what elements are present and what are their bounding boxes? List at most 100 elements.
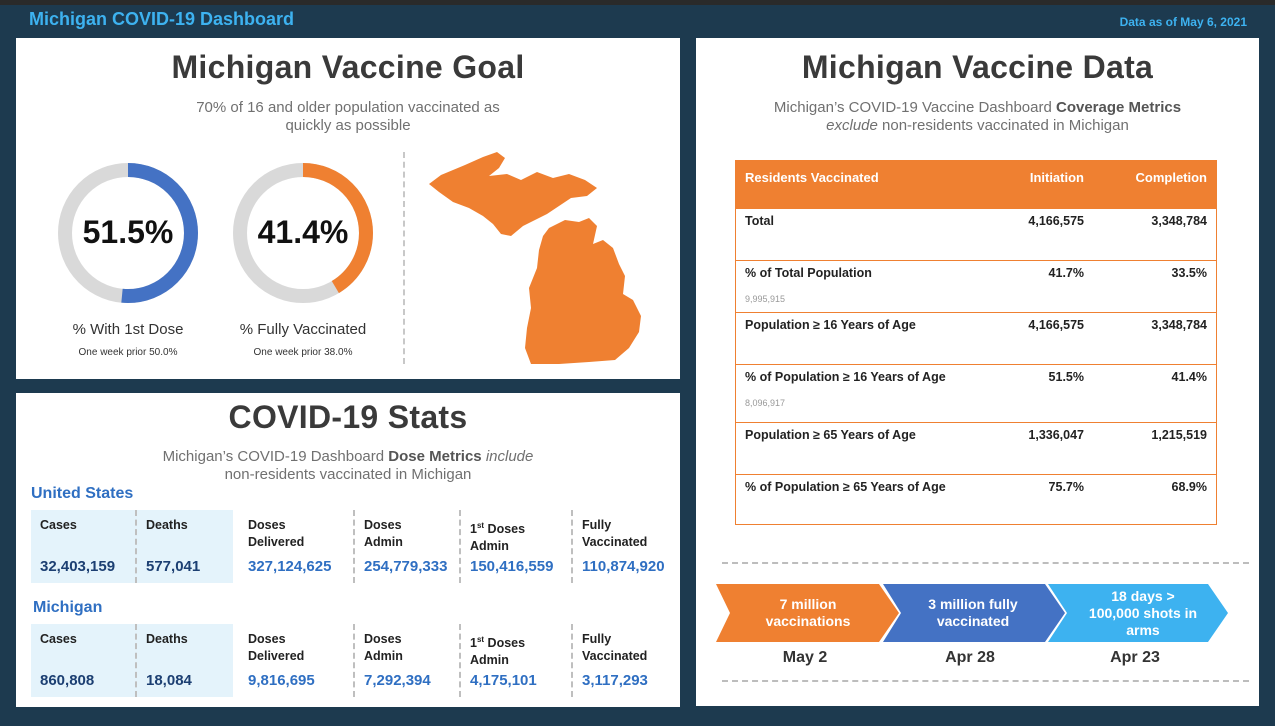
stat-value: 32,403,159 bbox=[40, 558, 116, 575]
us-doses-delivered-cell: Doses Delivered 327,124,625 bbox=[239, 510, 353, 583]
mi-fully-vaccinated-cell: Fully Vaccinated 3,117,293 bbox=[571, 624, 665, 697]
app-title: Michigan COVID-19 Dashboard bbox=[29, 9, 295, 29]
milestone-text: 7 million vaccinations bbox=[765, 596, 851, 629]
vdata-subtitle-post: non-residents vaccinated in Michigan bbox=[877, 117, 1129, 134]
vaccine-goal-panel: Michigan Vaccine Goal 70% of 16 and olde… bbox=[16, 38, 680, 379]
milestone-arrows bbox=[716, 584, 1228, 642]
ring-progress bbox=[58, 163, 198, 303]
vdata-subtitle: Michigan’s COVID-19 Vaccine Dashboard Co… bbox=[696, 99, 1259, 135]
data-date: Data as of May 6, 2021 bbox=[1119, 15, 1247, 29]
stat-label: Doses Delivered bbox=[248, 632, 305, 663]
milestone-text: 3 million fully vaccinated bbox=[928, 596, 1018, 629]
fully-vaccinated-value: 41.4% bbox=[257, 214, 349, 250]
milestone-text: 18 days >100,000 shots in arms bbox=[1088, 587, 1198, 638]
row-label: % of Population ≥ 65 Years of Age bbox=[745, 480, 946, 494]
col-header-completion: Completion bbox=[1135, 170, 1208, 185]
stat-label: Doses Delivered bbox=[248, 518, 305, 549]
stats-subtitle-line2: non-residents vaccinated in Michigan bbox=[224, 466, 472, 483]
col-header-initiation: Initiation bbox=[1029, 170, 1084, 185]
goal-divider bbox=[403, 152, 405, 364]
first-dose-note: One week prior 50.0% bbox=[78, 347, 178, 358]
table-row: Population ≥ 16 Years of Age 4,166,575 3… bbox=[736, 312, 1216, 364]
stat-label: Doses Admin bbox=[364, 632, 403, 663]
vdata-title: Michigan Vaccine Data bbox=[801, 49, 1154, 85]
row-completion: 33.5% bbox=[1171, 266, 1207, 280]
stats-title: COVID-19 Stats bbox=[228, 399, 468, 435]
stat-label: Doses Admin bbox=[364, 518, 403, 549]
stat-value: 150,416,559 bbox=[470, 558, 554, 575]
stat-value: 7,292,394 bbox=[364, 672, 431, 689]
milestones-divider-bottom bbox=[722, 680, 1249, 682]
milestone-date: May 2 bbox=[782, 649, 828, 666]
milestone-arrow bbox=[1048, 584, 1228, 642]
mi-doses-admin-cell: Doses Admin 7,292,394 bbox=[353, 624, 459, 697]
stats-subtitle-pre: Michigan’s COVID-19 Dashboard bbox=[162, 448, 389, 465]
covid-stats-panel: COVID-19 Stats Michigan’s COVID-19 Dashb… bbox=[16, 393, 680, 707]
milestone-date: Apr 28 bbox=[945, 649, 995, 666]
milestone-arrow bbox=[716, 584, 899, 642]
mi-section-label: Michigan bbox=[33, 599, 103, 616]
table-row: % of Total Population 41.7% 33.5% 9,995,… bbox=[736, 260, 1216, 312]
stat-label: Fully Vaccinated bbox=[582, 518, 648, 549]
us-cases-cell: Cases 32,403,159 bbox=[31, 510, 135, 583]
fully-vaccinated-label: % Fully Vaccinated bbox=[239, 321, 367, 338]
row-initiation: 1,336,047 bbox=[1028, 428, 1084, 442]
us-stats-table: Cases 32,403,159 Deaths 577,041 Doses Del… bbox=[31, 510, 665, 583]
stat-value: 254,779,333 bbox=[364, 558, 448, 575]
row-initiation: 51.5% bbox=[1048, 370, 1084, 384]
stats-subtitle: Michigan’s COVID-19 Dashboard Dose Metri… bbox=[16, 448, 680, 484]
vdata-subtitle-italic: exclude bbox=[826, 117, 878, 134]
mi-cases-cell: Cases 860,808 bbox=[31, 624, 135, 697]
mi-stats-table: Cases 860,808 Deaths 18,084 Doses Deliver… bbox=[31, 624, 665, 697]
us-section-label: United States bbox=[31, 485, 134, 502]
stat-label: 1st Doses Admin bbox=[470, 521, 526, 554]
first-dose-label: % With 1st Dose bbox=[72, 321, 184, 338]
vdata-subtitle-line2: exclude non-residents vaccinated in Mich… bbox=[696, 117, 1259, 135]
table-row: % of Population ≥ 65 Years of Age 75.7% … bbox=[736, 474, 1216, 526]
fully-vaccinated-note: One week prior 38.0% bbox=[253, 347, 353, 358]
stat-label: Cases bbox=[40, 632, 77, 646]
mi-doses-delivered-cell: Doses Delivered 9,816,695 bbox=[239, 624, 353, 697]
row-label: Population ≥ 65 Years of Age bbox=[745, 428, 916, 442]
milestone-arrow bbox=[883, 584, 1065, 642]
stat-value: 4,175,101 bbox=[470, 672, 537, 689]
vdata-subtitle-pre: Michigan’s COVID-19 Vaccine Dashboard bbox=[773, 99, 1056, 116]
vaccine-data-panel: Michigan Vaccine Data Michigan’s COVID-1… bbox=[696, 38, 1259, 706]
goal-title: Michigan Vaccine Goal bbox=[171, 49, 525, 85]
stats-subtitle-bold: Dose Metrics bbox=[388, 448, 482, 465]
first-dose-value: 51.5% bbox=[82, 214, 174, 250]
mi-first-doses-cell: 1st Doses Admin 4,175,101 bbox=[459, 624, 571, 697]
us-deaths-cell: Deaths 577,041 bbox=[135, 510, 233, 583]
stat-value: 18,084 bbox=[146, 672, 192, 689]
stats-subtitle-italic: include bbox=[485, 448, 534, 465]
col-header-residents: Residents Vaccinated bbox=[745, 170, 879, 185]
row-label: % of Population ≥ 16 Years of Age bbox=[745, 370, 946, 384]
stat-label: Deaths bbox=[146, 518, 188, 532]
milestone-date: Apr 23 bbox=[1110, 649, 1160, 666]
stat-value: 3,117,293 bbox=[582, 672, 648, 689]
row-initiation: 75.7% bbox=[1048, 480, 1084, 494]
row-label: Total bbox=[745, 214, 774, 228]
stat-label: Deaths bbox=[146, 632, 188, 646]
row-completion: 41.4% bbox=[1171, 370, 1207, 384]
first-dose-ring-chart bbox=[58, 163, 198, 303]
row-initiation: 4,166,575 bbox=[1028, 214, 1084, 228]
stat-value: 110,874,920 bbox=[582, 558, 665, 575]
row-completion: 3,348,784 bbox=[1151, 318, 1207, 332]
us-fully-vaccinated-cell: Fully Vaccinated 110,874,920 bbox=[571, 510, 665, 583]
stat-label: Fully Vaccinated bbox=[582, 632, 648, 663]
stat-label: 1st Doses Admin bbox=[470, 635, 526, 668]
table-row: % of Population ≥ 16 Years of Age 51.5% … bbox=[736, 364, 1216, 416]
stat-value: 327,124,625 bbox=[248, 558, 332, 575]
vdata-subtitle-bold: Coverage Metrics bbox=[1056, 99, 1182, 116]
top-strip bbox=[0, 0, 1275, 5]
row-denominator: 8,096,917 bbox=[745, 398, 786, 408]
row-label: % of Total Population bbox=[745, 266, 872, 280]
stat-value: 577,041 bbox=[146, 558, 201, 575]
stat-value: 9,816,695 bbox=[248, 672, 315, 689]
fully-vaccinated-ring-chart bbox=[233, 163, 373, 303]
row-completion: 68.9% bbox=[1171, 480, 1207, 494]
goal-subtitle-line1: 70% of 16 and older population vaccinate… bbox=[196, 99, 500, 116]
row-initiation: 41.7% bbox=[1048, 266, 1084, 280]
table-header: Residents Vaccinated Initiation Completi… bbox=[736, 161, 1216, 208]
